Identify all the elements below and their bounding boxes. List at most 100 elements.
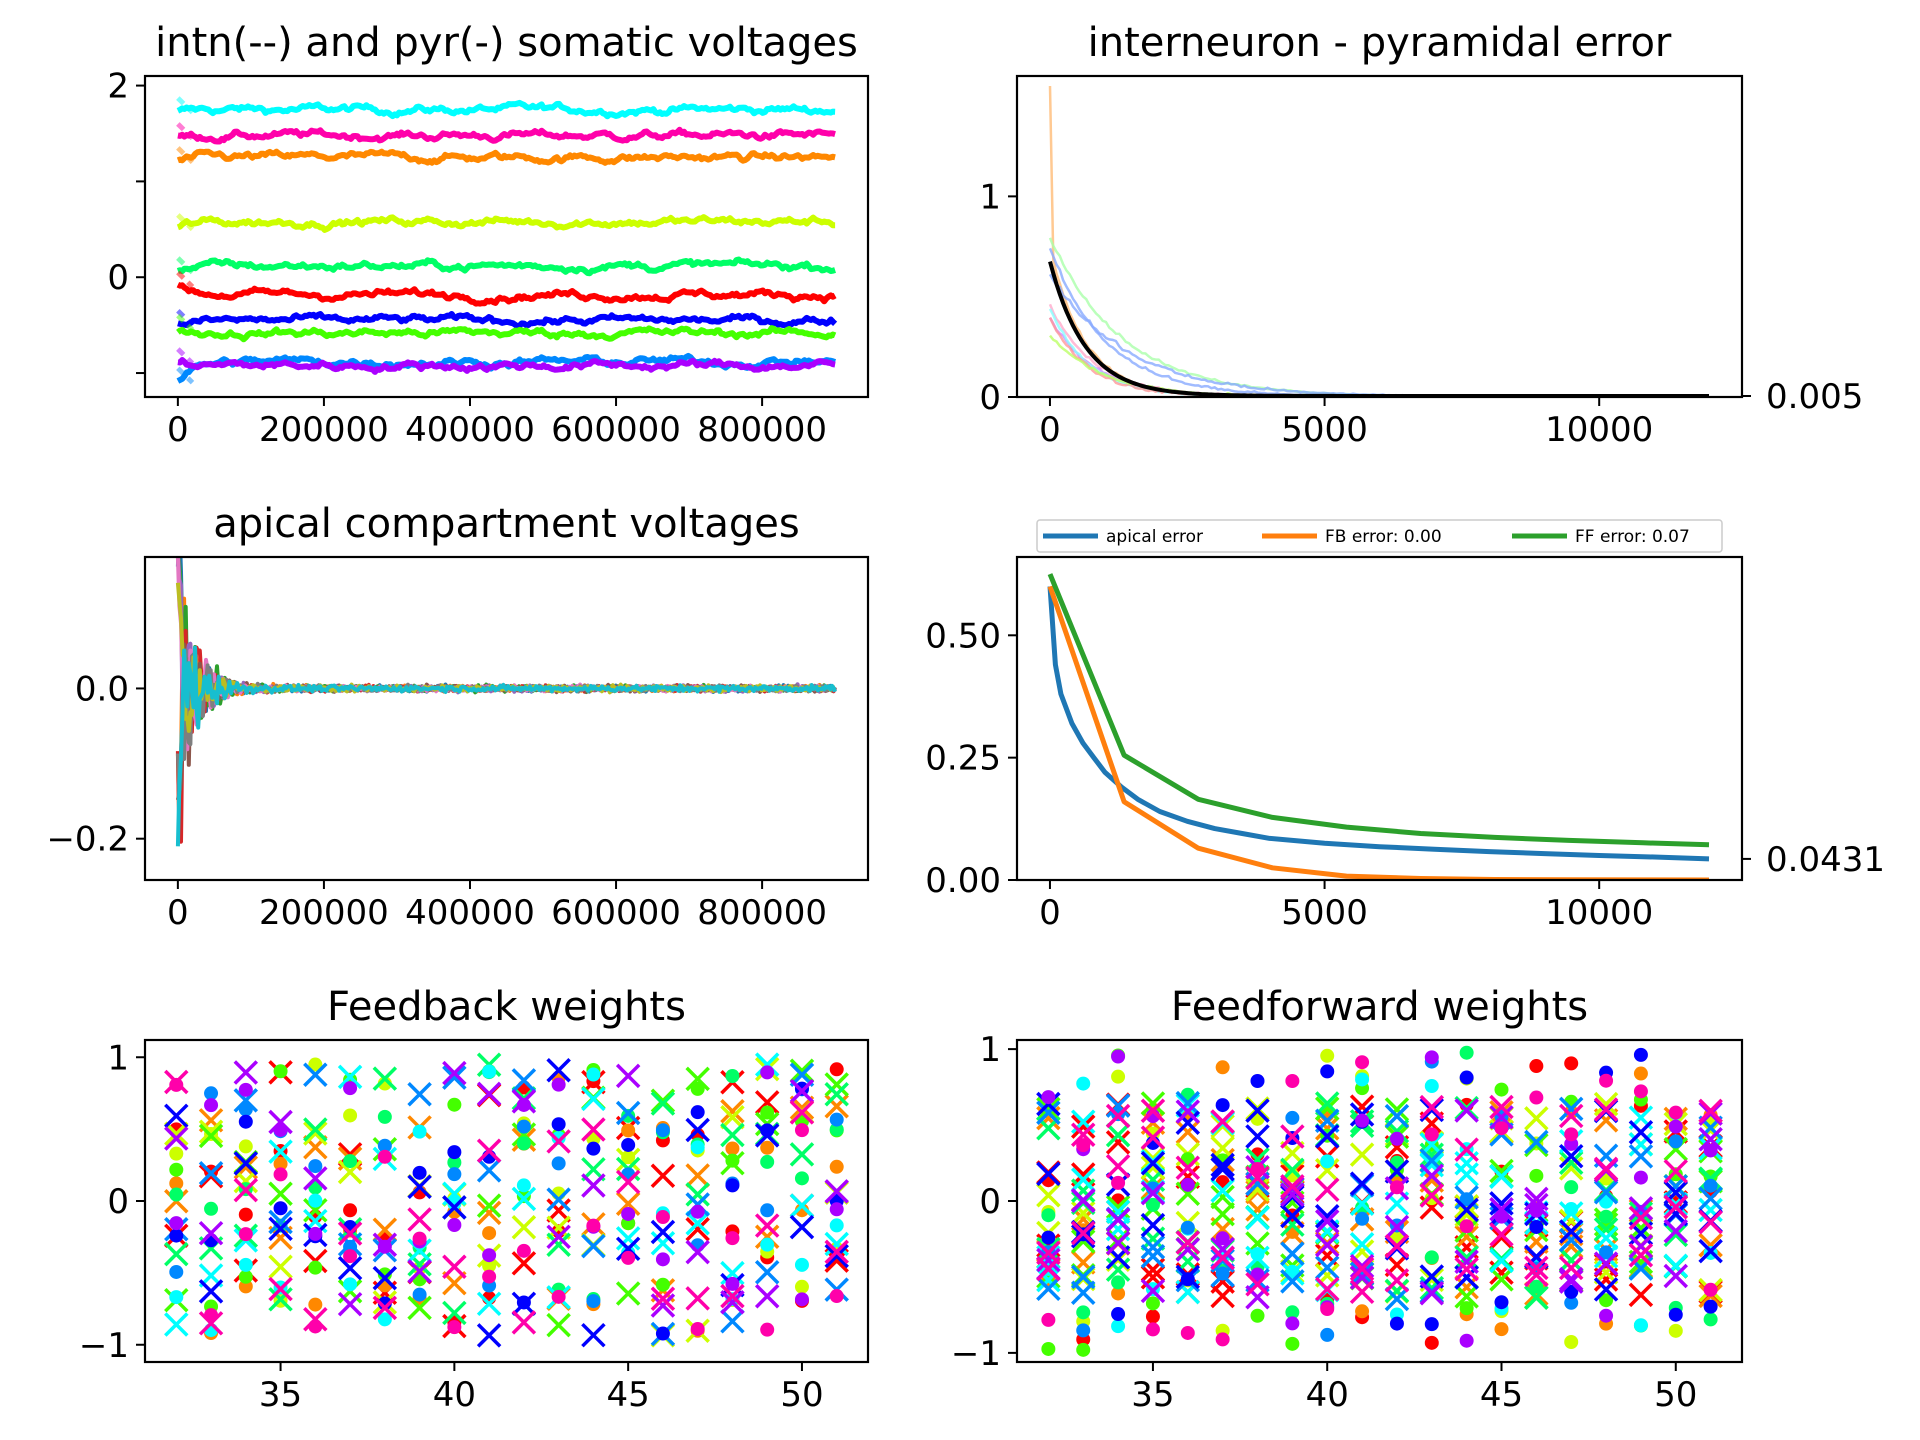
panel-somatic: 0 200000 400000 600000 800000 0 2 intn(--) and … — [107, 20, 870, 450]
weight-x-marker — [1593, 1217, 1619, 1242]
y-tick-label: 0.50 — [925, 616, 1001, 656]
weight-dot-marker — [1250, 1162, 1265, 1177]
weight-x-marker — [1593, 1091, 1619, 1117]
weight-x-marker — [1070, 1220, 1096, 1246]
weight-x-marker — [615, 1226, 641, 1251]
weight-dot-marker — [343, 1249, 358, 1264]
weight-x-marker — [685, 1239, 710, 1265]
y-tick-label: 1 — [979, 1030, 1001, 1070]
apical-line-3 — [175, 628, 837, 844]
weight-dot-marker — [169, 1228, 184, 1243]
apical-line-4 — [176, 557, 837, 731]
weight-dot-marker — [516, 1097, 531, 1112]
weight-dot-marker — [1355, 1304, 1370, 1319]
weight-x-marker — [1280, 1203, 1305, 1229]
weight-dot-marker — [273, 1218, 288, 1233]
weight-dot-marker — [1180, 1177, 1195, 1192]
weight-x-marker — [720, 1260, 745, 1286]
weight-dot-marker — [238, 1114, 253, 1129]
weight-dot-marker — [1668, 1119, 1683, 1134]
weight-x-marker — [233, 1060, 259, 1085]
y-tick-label: 0.25 — [925, 739, 1001, 779]
weight-dot-marker — [1250, 1308, 1265, 1323]
weight-x-marker — [1175, 1155, 1201, 1180]
weight-dot-marker — [760, 1065, 775, 1080]
weight-x-marker — [1524, 1262, 1549, 1288]
weight-dot-marker — [725, 1178, 740, 1193]
weight-x-marker — [824, 1243, 849, 1269]
weight-x-marker — [720, 1099, 745, 1124]
weight-dot-marker — [447, 1320, 462, 1335]
weight-x-marker — [1105, 1230, 1131, 1256]
weight-dot-marker — [1459, 1192, 1474, 1207]
x-tick-label: 5000 — [1281, 893, 1368, 933]
weight-x-marker — [407, 1174, 432, 1200]
y-tick-label: 0 — [979, 1182, 1001, 1222]
x-tick-label: 10000 — [1545, 893, 1653, 933]
weight-dot-marker — [1285, 1110, 1300, 1125]
weight-dot-marker — [516, 1178, 531, 1193]
weight-x-marker — [1663, 1201, 1689, 1227]
weight-dot-marker — [1355, 1211, 1370, 1226]
weight-x-marker — [1314, 1204, 1340, 1229]
weight-dot-marker — [308, 1159, 323, 1174]
weight-x-marker — [1070, 1167, 1096, 1192]
weight-x-marker — [789, 1100, 815, 1125]
weight-dot-marker — [621, 1206, 636, 1221]
weight-x-marker — [476, 1200, 502, 1226]
weight-dot-marker — [169, 1146, 184, 1161]
weight-dot-marker — [1145, 1322, 1160, 1337]
weight-dot-marker — [1250, 1247, 1265, 1262]
weight-x-marker — [581, 1173, 606, 1198]
weight-dot-marker — [655, 1277, 670, 1292]
y-tick-label: 1 — [107, 1038, 129, 1078]
weight-x-marker — [1628, 1120, 1654, 1145]
weight-x-marker — [1070, 1229, 1096, 1254]
weight-dot-marker — [1424, 1191, 1439, 1206]
weight-x-marker — [1663, 1222, 1689, 1248]
x-tick-label: 35 — [1131, 1375, 1174, 1415]
weight-x-marker — [1663, 1136, 1689, 1162]
weight-x-marker — [337, 1159, 363, 1185]
weight-dot-marker — [1599, 1073, 1614, 1088]
weight-x-marker — [164, 1103, 189, 1129]
weight-dot-marker — [829, 1062, 844, 1077]
error-line-1 — [1048, 247, 1710, 397]
weight-x-marker — [1663, 1194, 1689, 1220]
weight-dot-marker — [760, 1154, 775, 1169]
legend-box — [1036, 519, 1723, 553]
weight-dot-marker — [1180, 1220, 1195, 1235]
weight-dot-marker — [482, 1064, 497, 1079]
intn-dash-6 — [176, 308, 195, 327]
weight-x-marker — [1036, 1240, 1061, 1266]
weight-dot-marker — [1424, 1079, 1439, 1094]
weight-x-marker — [1210, 1152, 1235, 1178]
weight-dot-marker — [1355, 1072, 1370, 1087]
weight-x-marker — [1558, 1227, 1584, 1253]
weight-dot-marker — [655, 1252, 670, 1267]
legend-label-0: apical error — [1106, 527, 1203, 547]
weight-x-marker — [1524, 1285, 1549, 1310]
weight-x-marker — [1454, 1245, 1479, 1270]
weight-x-marker — [1036, 1267, 1061, 1293]
weight-x-marker — [720, 1122, 745, 1148]
weight-x-marker — [511, 1310, 537, 1335]
weight-x-marker — [754, 1090, 780, 1115]
weight-dot-marker — [308, 1057, 323, 1072]
weight-x-marker — [303, 1121, 328, 1146]
weight-x-marker — [615, 1236, 641, 1262]
weight-x-marker — [650, 1286, 676, 1311]
weight-x-marker — [1454, 1162, 1479, 1187]
apical-line-7 — [175, 648, 836, 792]
weight-x-marker — [442, 1300, 467, 1326]
weight-dot-marker — [447, 1196, 462, 1211]
weight-x-marker — [615, 1063, 641, 1089]
weight-x-marker — [1628, 1205, 1654, 1231]
weight-x-marker — [720, 1290, 745, 1315]
weight-dot-marker — [794, 1279, 809, 1294]
weight-dot-marker — [1668, 1105, 1683, 1120]
weight-x-marker — [1489, 1105, 1514, 1130]
weight-x-marker — [233, 1151, 259, 1176]
weight-x-marker — [546, 1312, 571, 1338]
weight-dot-marker — [1285, 1305, 1300, 1320]
